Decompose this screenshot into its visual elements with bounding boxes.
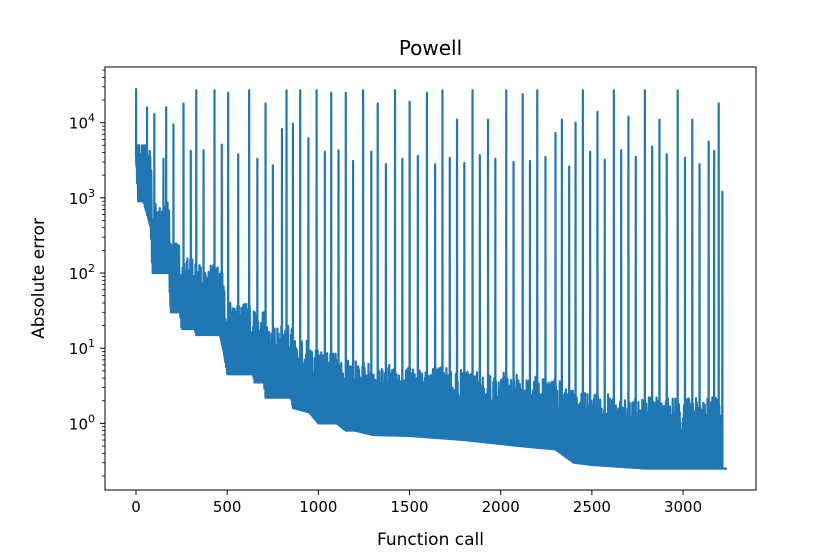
y-tick-label: 100: [69, 412, 95, 433]
x-tick-label: 1500: [390, 498, 428, 516]
x-axis: 0 500 1000 1500 2000 2500 3000: [131, 490, 702, 516]
y-axis: 100 101 102 103 104: [69, 69, 105, 477]
y-tick-label: 103: [69, 187, 95, 208]
x-axis-label: Function call: [377, 530, 484, 550]
plot-frame: [104, 66, 757, 491]
data-series: [134, 87, 727, 470]
x-tick-label: 3000: [664, 498, 702, 516]
y-tick-label: 101: [69, 337, 95, 358]
x-tick-label: 1000: [299, 498, 337, 516]
y-axis-label: Absolute error: [29, 218, 49, 339]
chart-title: Powell: [399, 36, 462, 60]
x-tick-label: 2000: [482, 498, 520, 516]
y-tick-label: 102: [69, 262, 95, 283]
error-series-line: [134, 87, 727, 470]
x-tick-label: 500: [213, 498, 242, 516]
x-tick-label: 2500: [573, 498, 611, 516]
x-tick-label: 0: [131, 498, 141, 516]
y-tick-label: 104: [69, 112, 95, 133]
